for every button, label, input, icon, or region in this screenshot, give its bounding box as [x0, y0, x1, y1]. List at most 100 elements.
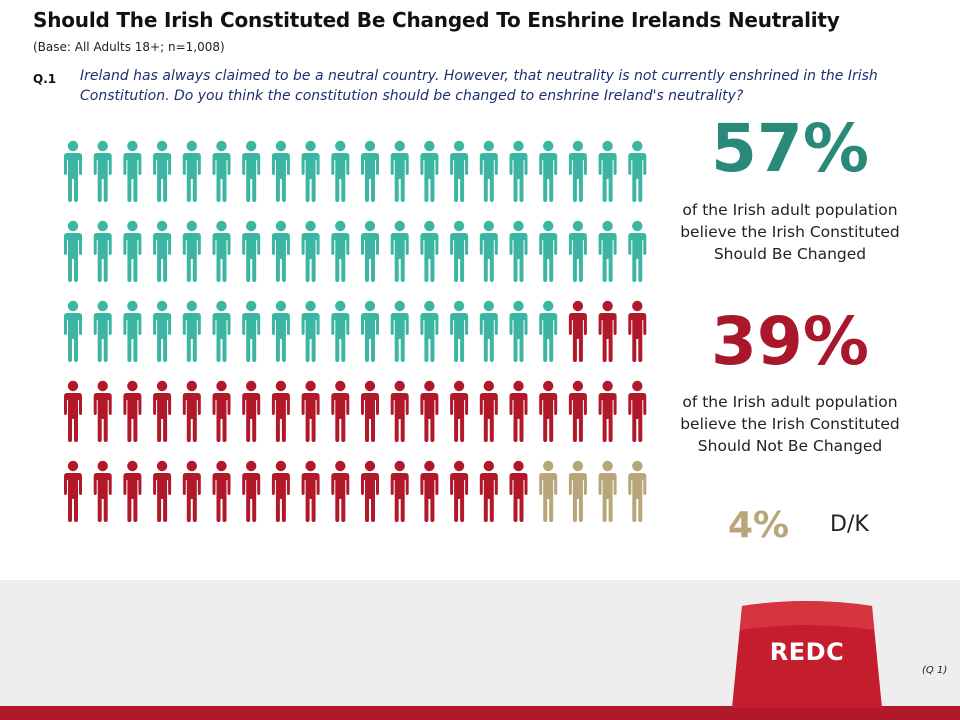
logo-text: REDC	[769, 638, 845, 666]
person-icon-yes	[212, 140, 231, 202]
person-icon-yes	[361, 300, 379, 362]
person-icon-yes	[539, 300, 558, 362]
person-icon-yes	[479, 140, 498, 202]
person-icon-no	[212, 380, 231, 442]
person-icon-yes	[93, 220, 112, 282]
person-icon-yes	[153, 300, 172, 362]
person-icon-yes	[361, 220, 379, 282]
person-icon-dk	[628, 460, 647, 522]
person-icon-no	[331, 380, 350, 442]
person-icon-yes	[242, 300, 261, 362]
person-icon-no	[450, 460, 469, 522]
person-icon-yes	[361, 140, 379, 202]
person-icon-no	[450, 380, 469, 442]
person-icon-yes	[64, 300, 82, 362]
person-icon-no	[361, 460, 379, 522]
person-icon-yes	[420, 140, 439, 202]
person-icon-yes	[271, 300, 290, 362]
person-icon-yes	[628, 220, 647, 282]
yes-percentage: 57%	[711, 110, 869, 187]
person-icon-yes	[598, 220, 617, 282]
yes-description: of the Irish adult population believe th…	[680, 201, 900, 263]
no-percentage: 39%	[711, 303, 869, 380]
person-icon-yes	[568, 140, 587, 202]
person-icon-no	[331, 460, 350, 522]
person-icon-yes	[390, 220, 409, 282]
person-icon-no	[509, 380, 528, 442]
question-reference: (Q 1)	[922, 665, 948, 676]
person-icon-yes	[479, 220, 498, 282]
person-icon-yes	[509, 140, 528, 202]
no-description: of the Irish adult population believe th…	[680, 393, 900, 455]
person-icon-no	[479, 380, 498, 442]
question-number: Q.1	[33, 72, 57, 86]
redc-logo: REDC	[732, 600, 882, 708]
person-icon-no	[301, 380, 320, 442]
person-icon-no	[93, 380, 112, 442]
person-icon-yes	[212, 220, 231, 282]
person-icon-no	[123, 380, 142, 442]
person-icon-yes	[420, 220, 439, 282]
person-icon-yes	[153, 220, 172, 282]
logo-shape	[732, 601, 882, 708]
person-icon-no	[301, 460, 320, 522]
person-icon-yes	[182, 140, 201, 202]
person-icon-dk	[568, 460, 587, 522]
person-icon-yes	[123, 300, 142, 362]
person-icon-yes	[242, 220, 261, 282]
person-icon-yes	[568, 220, 587, 282]
person-icon-yes	[628, 140, 647, 202]
person-icon-yes	[271, 220, 290, 282]
person-icon-no	[182, 460, 201, 522]
person-icon-no	[361, 380, 379, 442]
person-icon-no	[123, 460, 142, 522]
page-title: Should The Irish Constituted Be Changed …	[33, 8, 840, 32]
person-icon-yes	[93, 300, 112, 362]
person-icon-no	[212, 460, 231, 522]
person-icon-no	[509, 460, 528, 522]
person-icon-yes	[301, 300, 320, 362]
person-icon-yes	[64, 220, 82, 282]
person-icon-no	[182, 380, 201, 442]
person-icon-yes	[450, 220, 469, 282]
base-note: (Base: All Adults 18+; n=1,008)	[33, 40, 225, 54]
person-icon-no	[153, 380, 172, 442]
person-icon-yes	[598, 140, 617, 202]
person-icon-no	[390, 380, 409, 442]
person-icon-yes	[212, 300, 231, 362]
person-icon-no	[479, 460, 498, 522]
person-icon-no	[568, 300, 587, 362]
person-icon-yes	[331, 220, 350, 282]
person-icon-yes	[390, 140, 409, 202]
person-icon-dk	[598, 460, 617, 522]
person-icon-no	[628, 380, 647, 442]
person-icon-yes	[123, 140, 142, 202]
person-icon-yes	[450, 140, 469, 202]
person-icon-yes	[301, 140, 320, 202]
person-icon-yes	[123, 220, 142, 282]
person-icon-yes	[242, 140, 261, 202]
person-icon-yes	[182, 300, 201, 362]
person-icon-yes	[153, 140, 172, 202]
person-icon-yes	[539, 140, 558, 202]
person-icon-yes	[539, 220, 558, 282]
person-icon-yes	[479, 300, 498, 362]
question-text: Ireland has always claimed to be a neutr…	[80, 68, 878, 104]
person-icon-no	[242, 380, 261, 442]
person-icon-yes	[271, 140, 290, 202]
person-icon-yes	[182, 220, 201, 282]
person-icon-no	[420, 380, 439, 442]
person-icon-no	[271, 380, 290, 442]
person-icon-no	[420, 460, 439, 522]
person-icon-no	[598, 300, 617, 362]
person-icon-no	[628, 300, 647, 362]
person-icon-yes	[93, 140, 112, 202]
person-icon-no	[568, 380, 587, 442]
person-icon-no	[153, 460, 172, 522]
person-icon-no	[64, 460, 82, 522]
person-icon-yes	[331, 140, 350, 202]
dk-label: D/K	[830, 512, 869, 537]
person-icon-yes	[301, 220, 320, 282]
person-icon-yes	[450, 300, 469, 362]
person-icon-yes	[390, 300, 409, 362]
